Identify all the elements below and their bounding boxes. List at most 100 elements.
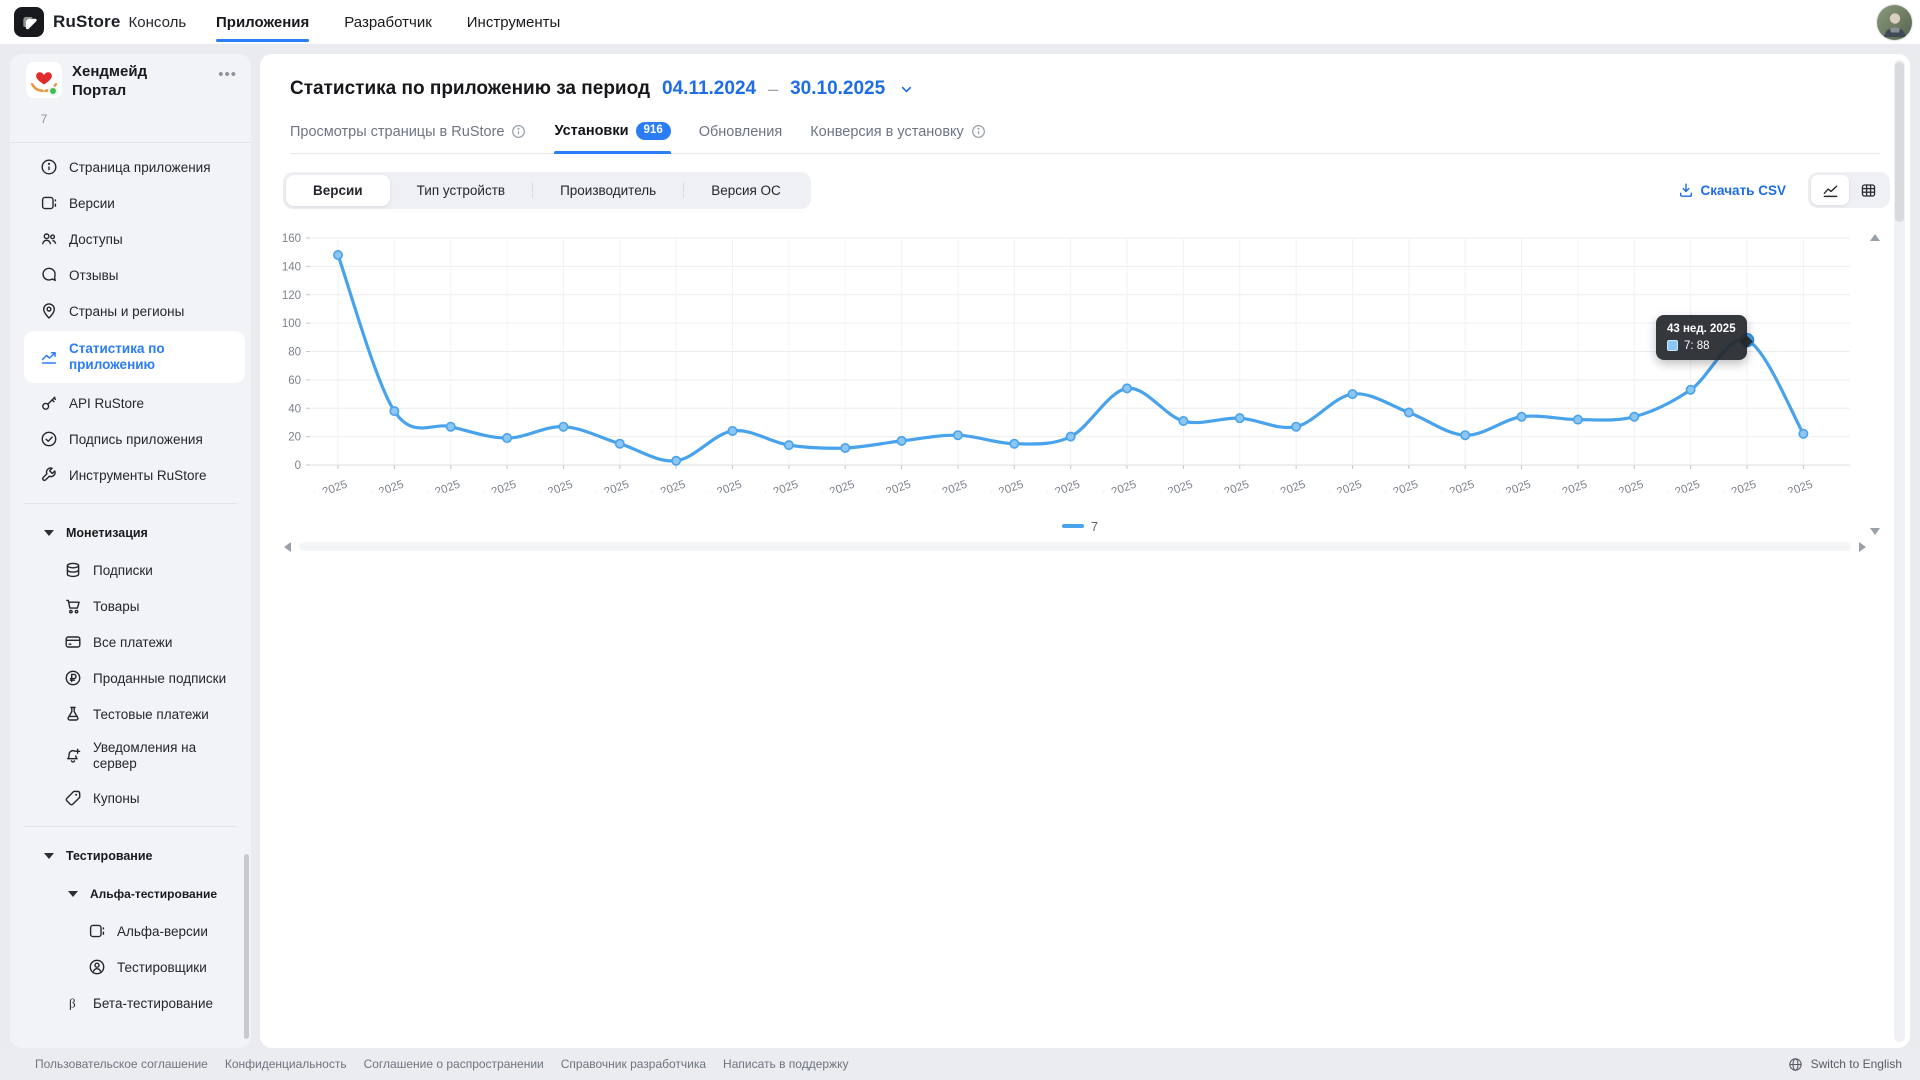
- footer-link-privacy[interactable]: Конфиденциальность: [224, 1057, 347, 1071]
- main-vertical-scrollbar[interactable]: [1894, 60, 1905, 1042]
- date-from[interactable]: 04.11.2024: [662, 78, 757, 99]
- info-icon: [971, 125, 985, 138]
- svg-text:30 нед. 2025: 30 нед. 2025: [958, 478, 1025, 492]
- sidebar-item-testers[interactable]: Тестировщики: [10, 949, 251, 985]
- footer-link-support[interactable]: Написать в поддержку: [723, 1057, 849, 1071]
- vscroll-thumb[interactable]: [1895, 62, 1904, 222]
- app-counter: 7: [40, 112, 48, 126]
- nav-developer[interactable]: Разработчик: [344, 13, 432, 31]
- app-name: Хендмейд Портал: [72, 63, 148, 99]
- sidebar-item-beta-testing[interactable]: β Бета-тестирование: [10, 985, 251, 1021]
- sidebar-item-app-page[interactable]: Страница приложения: [10, 149, 251, 185]
- svg-text:40: 40: [288, 403, 301, 415]
- brand-name: RuStore: [53, 12, 121, 31]
- app-more-button[interactable]: •••: [218, 66, 237, 83]
- table-view-button[interactable]: [1849, 175, 1887, 205]
- sidebar-item-app-signature[interactable]: Подпись приложения: [10, 421, 251, 457]
- filter-separator: [532, 182, 534, 198]
- table-icon: [1861, 183, 1875, 197]
- sidebar-item-server-notifications[interactable]: Уведомления на сервер: [10, 732, 251, 780]
- legend-label: 7: [1090, 518, 1099, 534]
- tooltip-value: 7: 88: [1684, 339, 1710, 352]
- date-picker-chevron-icon[interactable]: [899, 82, 914, 97]
- user-avatar[interactable]: [1876, 4, 1913, 41]
- language-switch[interactable]: Switch to English: [1788, 1057, 1902, 1072]
- sidebar-item-rustore-tools[interactable]: Инструменты RuStore: [10, 457, 251, 493]
- chart-view-button[interactable]: [1811, 175, 1849, 205]
- sidebar-item-countries[interactable]: Страны и регионы: [10, 293, 251, 329]
- sidebar-item-subscriptions[interactable]: Подписки: [10, 552, 251, 588]
- page-title: Статистика по приложению за период: [290, 78, 651, 99]
- sidebar-item-versions[interactable]: Версии: [10, 185, 251, 221]
- svg-text:140: 140: [282, 261, 301, 273]
- chart-area: 0 20 40 60 80 100 120 140 160 18 нед. 202519 нед.…: [260, 231, 1910, 567]
- tab-conversion[interactable]: Конверсия в установку: [810, 124, 986, 153]
- stats-trend-icon: [41, 352, 57, 364]
- sidebar-item-sold-subscriptions[interactable]: Проданные подписки: [10, 660, 251, 696]
- sidebar-item-alpha-versions[interactable]: Альфа-версии: [10, 913, 251, 949]
- scroll-right-arrow-icon[interactable]: [1859, 541, 1866, 552]
- chart-horizontal-scrollbar: [284, 541, 1866, 553]
- scroll-up-arrow-icon[interactable]: [1870, 233, 1880, 241]
- svg-text:44 нед. 2025: 44 нед. 2025: [1747, 478, 1814, 492]
- svg-text:31 нед. 2025: 31 нед. 2025: [1014, 478, 1081, 492]
- section-testing[interactable]: Тестирование: [10, 837, 251, 875]
- sidebar-item-coupons[interactable]: Купоны: [10, 780, 251, 816]
- sidebar-item-reviews[interactable]: Отзывы: [10, 257, 251, 293]
- stats-tabs: Просмотры страницы в RuStore Установки 9…: [290, 122, 1880, 154]
- brand-suffix: Консоль: [128, 13, 187, 31]
- footer-link-user-agreement[interactable]: Пользовательское соглашение: [35, 1057, 208, 1071]
- date-to[interactable]: 30.10.2025: [790, 78, 886, 99]
- svg-text:37 нед. 2025: 37 нед. 2025: [1353, 478, 1420, 492]
- sidebar-item-all-payments[interactable]: Все платежи: [10, 624, 251, 660]
- nav-tools[interactable]: Инструменты: [466, 13, 561, 31]
- sidebar-item-test-payments[interactable]: Тестовые платежи: [10, 696, 251, 732]
- svg-text:18 нед. 2025: 18 нед. 2025: [282, 478, 349, 492]
- chart-legend[interactable]: 7: [260, 519, 1900, 534]
- section-monetization[interactable]: Монетизация: [10, 514, 251, 552]
- main-panel: Статистика по приложению за период 04.11…: [260, 54, 1910, 1048]
- scroll-down-arrow-icon[interactable]: [1870, 527, 1880, 535]
- hscroll-track[interactable]: [299, 542, 1851, 551]
- sidebar-item-api[interactable]: API RuStore: [10, 385, 251, 421]
- svg-text:43 нед. 2025: 43 нед. 2025: [1691, 478, 1758, 492]
- info-icon: [512, 125, 526, 138]
- svg-text:80: 80: [288, 346, 301, 358]
- section-alpha-testing[interactable]: Альфа-тестирование: [10, 875, 251, 913]
- page-header: Статистика по приложению за период 04.11…: [260, 54, 1910, 100]
- globe-icon: [1788, 1057, 1802, 1071]
- sidebar-item-statistics[interactable]: Статистика по приложению: [24, 331, 245, 383]
- svg-text:38 нед. 2025: 38 нед. 2025: [1409, 478, 1476, 492]
- svg-text:36 нед. 2025: 36 нед. 2025: [1296, 478, 1363, 492]
- sidebar-item-goods[interactable]: Товары: [10, 588, 251, 624]
- download-csv-button[interactable]: Скачать CSV: [1678, 182, 1786, 198]
- wrench-icon: [42, 467, 56, 482]
- footer-link-dev-guide[interactable]: Справочник разработчика: [560, 1057, 707, 1071]
- filter-manufacturer[interactable]: Производитель: [560, 182, 657, 198]
- flask-icon: [67, 706, 79, 721]
- nav-apps[interactable]: Приложения: [216, 0, 310, 44]
- svg-text:35 нед. 2025: 35 нед. 2025: [1240, 478, 1307, 492]
- tab-installs[interactable]: Установки 916: [554, 122, 671, 153]
- installs-line-chart[interactable]: 0 20 40 60 80 100 120 140 160 18 нед. 202519 нед.…: [260, 231, 1910, 493]
- scroll-left-arrow-icon[interactable]: [284, 541, 291, 552]
- svg-text:41 нед. 2025: 41 нед. 2025: [1578, 478, 1645, 492]
- footer-link-distribution[interactable]: Соглашение о распространении: [363, 1057, 544, 1071]
- filter-device-type[interactable]: Тип устройств: [416, 182, 506, 198]
- credit-card-icon: [65, 636, 81, 648]
- svg-text:19 нед. 2025: 19 нед. 2025: [338, 478, 405, 492]
- tab-page-views[interactable]: Просмотры страницы в RuStore: [290, 124, 526, 153]
- filter-os-version[interactable]: Версия ОС: [711, 182, 781, 198]
- filter-versions[interactable]: Версии: [286, 174, 390, 206]
- map-pin-icon: [43, 303, 55, 319]
- download-icon: [1679, 183, 1692, 197]
- legend-line-swatch: [1061, 524, 1084, 528]
- sidebar-scrollbar[interactable]: [244, 854, 249, 1039]
- tab-updates[interactable]: Обновления: [698, 123, 783, 140]
- svg-text:160: 160: [282, 233, 301, 245]
- app-status-dot: [48, 86, 58, 96]
- database-icon: [66, 562, 80, 578]
- topbar: RuStore Консоль Приложения Разработчик И…: [0, 0, 1920, 44]
- rustore-logo[interactable]: RuStore Консоль: [14, 7, 186, 37]
- sidebar-item-access[interactable]: Доступы: [10, 221, 251, 257]
